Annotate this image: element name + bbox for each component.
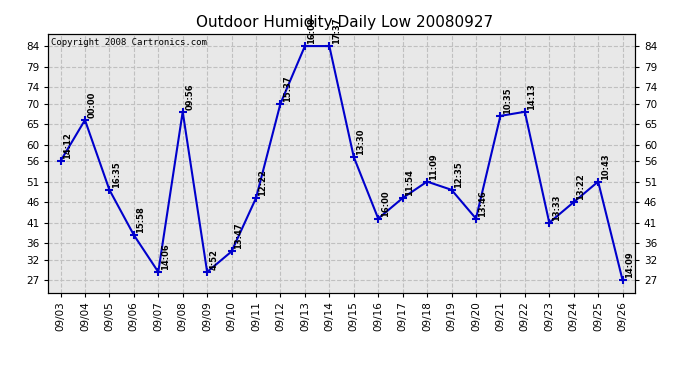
Text: 14:09: 14:09 <box>625 252 634 278</box>
Text: Copyright 2008 Cartronics.com: Copyright 2008 Cartronics.com <box>51 38 207 46</box>
Text: 16:08: 16:08 <box>307 17 316 44</box>
Text: 15:58: 15:58 <box>137 206 146 233</box>
Text: 10:35: 10:35 <box>503 87 512 114</box>
Text: 4:52: 4:52 <box>210 249 219 270</box>
Text: 17:37: 17:37 <box>332 18 341 44</box>
Text: Outdoor Humidity Daily Low 20080927: Outdoor Humidity Daily Low 20080927 <box>197 15 493 30</box>
Text: 10:43: 10:43 <box>600 153 609 180</box>
Text: 13:46: 13:46 <box>478 190 487 216</box>
Text: 14:13: 14:13 <box>527 83 536 110</box>
Text: 12:22: 12:22 <box>259 169 268 196</box>
Text: 13:47: 13:47 <box>234 223 243 249</box>
Text: 11:54: 11:54 <box>405 169 414 196</box>
Text: 11:09: 11:09 <box>429 153 439 180</box>
Text: 14:06: 14:06 <box>161 243 170 270</box>
Text: 00:00: 00:00 <box>88 92 97 118</box>
Text: 13:22: 13:22 <box>576 173 585 200</box>
Text: 13:30: 13:30 <box>356 128 365 155</box>
Text: 12:35: 12:35 <box>454 161 463 188</box>
Text: 14:12: 14:12 <box>63 132 72 159</box>
Text: 13:33: 13:33 <box>552 194 561 220</box>
Text: 16:00: 16:00 <box>381 190 390 216</box>
Text: 15:37: 15:37 <box>283 75 292 102</box>
Text: 09:56: 09:56 <box>185 83 194 110</box>
Text: 16:35: 16:35 <box>112 161 121 188</box>
